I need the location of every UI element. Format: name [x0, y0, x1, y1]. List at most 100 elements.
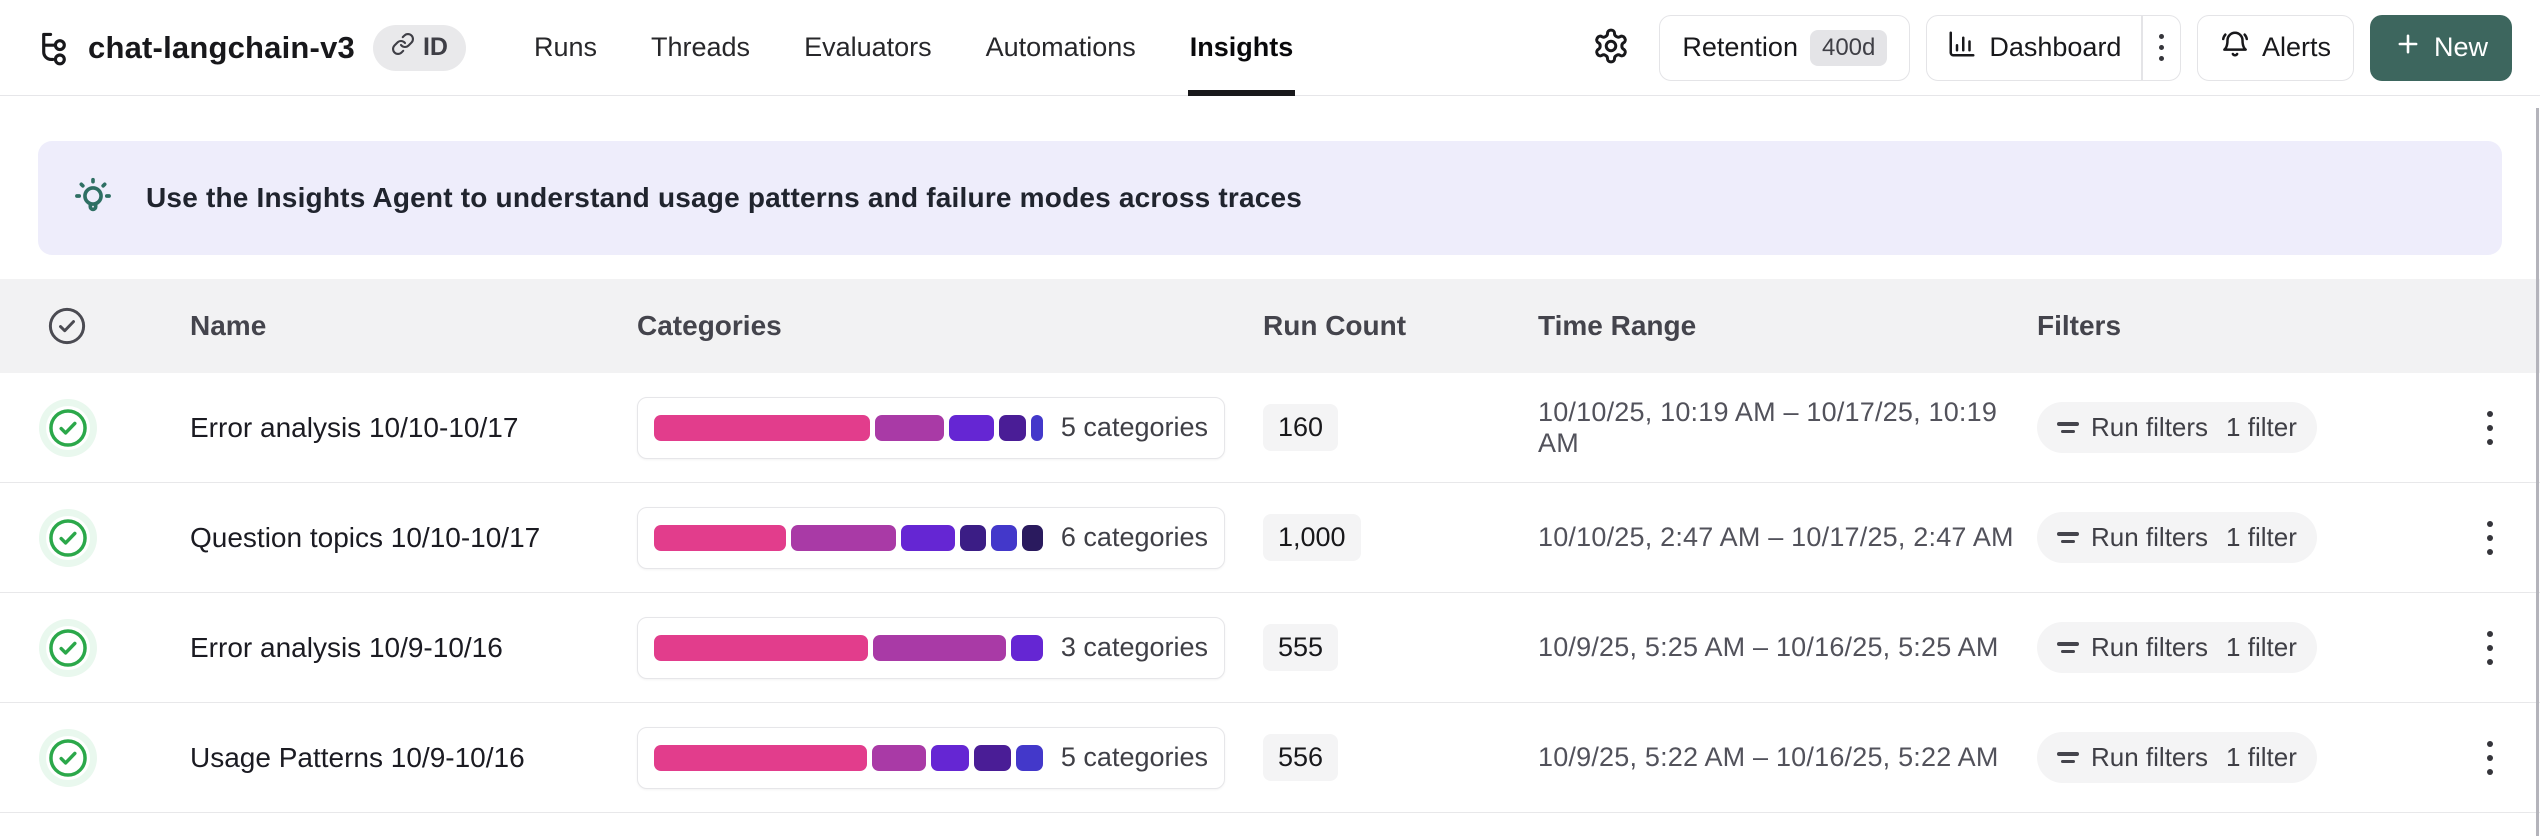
success-check-icon: [46, 735, 90, 780]
filter-icon: [2057, 642, 2079, 653]
filter-count-label: 1 filter: [2226, 632, 2297, 662]
categories-count-label: 5 categories: [1060, 412, 1208, 442]
insight-name: Error analysis 10/10-10/17: [190, 411, 519, 443]
table-row[interactable]: Error analysis 10/9-10/16 3 categories 5…: [0, 593, 2540, 703]
bell-icon: [2220, 29, 2250, 66]
categories-card: 5 categories: [637, 726, 1225, 789]
run-filters-label: Run filters: [2091, 742, 2209, 772]
dashboard-label: Dashboard: [1989, 32, 2122, 62]
category-bar: [654, 414, 1043, 441]
category-segment: [900, 524, 955, 551]
category-segment: [873, 634, 1006, 661]
dashboard-button[interactable]: Dashboard: [1927, 16, 2141, 80]
filter-icon: [2057, 532, 2079, 543]
insights-table: Name Categories Run Count Time Range Fil…: [0, 279, 2540, 813]
row-menu-button[interactable]: [2477, 401, 2503, 455]
run-filters-label: Run filters: [2091, 632, 2209, 662]
table-header-row: Name Categories Run Count Time Range Fil…: [0, 279, 2540, 373]
new-button[interactable]: New: [2369, 14, 2512, 81]
run-count-badge: 160: [1263, 404, 1339, 451]
tab-evaluators[interactable]: Evaluators: [804, 32, 932, 62]
filter-count-label: 1 filter: [2226, 742, 2297, 772]
column-header-filters: Filters: [2037, 310, 2122, 341]
run-filters-chip: Run filters 1 filter: [2037, 732, 2317, 783]
filter-icon: [2057, 422, 2079, 433]
alerts-label: Alerts: [2261, 32, 2331, 62]
kebab-icon: [2158, 34, 2164, 61]
tab-insights[interactable]: Insights: [1187, 0, 1295, 96]
category-segment: [654, 414, 870, 441]
copy-id-badge[interactable]: ID: [372, 24, 466, 71]
new-button-label: New: [2433, 32, 2488, 62]
table-row[interactable]: Error analysis 10/10-10/17 5 categories …: [0, 373, 2540, 483]
filter-icon: [2057, 752, 2079, 763]
lightbulb-icon: [70, 173, 116, 224]
filter-count-label: 1 filter: [2226, 412, 2297, 442]
project-tabs: Runs Threads Evaluators Automations Insights: [533, 0, 1295, 96]
category-segment: [959, 524, 987, 551]
categories-count-label: 6 categories: [1060, 522, 1208, 552]
row-menu-button[interactable]: [2477, 731, 2503, 785]
topbar: chat-langchain-v3 ID Runs Threads Evaluato…: [0, 0, 2540, 96]
button-divider: [2141, 15, 2143, 80]
time-range: 10/9/25, 5:22 AM – 10/16/25, 5:22 AM: [1538, 742, 1999, 772]
category-bar: [654, 634, 1043, 661]
link-icon: [391, 32, 415, 63]
plus-icon: [2394, 30, 2422, 65]
category-segment: [991, 524, 1017, 551]
settings-button[interactable]: [1587, 24, 1635, 72]
column-header-name: Name: [190, 310, 267, 341]
retention-button[interactable]: Retention 400d: [1659, 14, 1911, 81]
category-segment: [1021, 524, 1043, 551]
run-filters-label: Run filters: [2091, 412, 2209, 442]
insight-name: Question topics 10/10-10/17: [190, 521, 541, 553]
header-check-icon: [0, 305, 190, 347]
category-bar: [654, 524, 1043, 551]
gear-icon: [1592, 27, 1630, 68]
category-segment: [872, 744, 927, 771]
insights-agent-banner: Use the Insights Agent to understand usa…: [38, 141, 2502, 255]
tab-runs[interactable]: Runs: [533, 32, 597, 62]
category-bar: [654, 744, 1043, 771]
table-row[interactable]: Question topics 10/10-10/17 6 categories…: [0, 483, 2540, 593]
tab-automations[interactable]: Automations: [985, 32, 1136, 62]
page-title: chat-langchain-v3: [88, 29, 355, 65]
category-segment: [998, 414, 1026, 441]
time-range: 10/10/25, 10:19 AM – 10/17/25, 10:19 AM: [1538, 396, 1998, 458]
success-check-icon: [46, 625, 90, 670]
row-menu-button[interactable]: [2477, 511, 2503, 565]
time-range: 10/10/25, 2:47 AM – 10/17/25, 2:47 AM: [1538, 522, 2014, 552]
categories-card: 6 categories: [637, 506, 1225, 569]
alerts-button[interactable]: Alerts: [2196, 14, 2354, 81]
success-check-icon: [46, 405, 90, 450]
categories-card: 5 categories: [637, 396, 1225, 459]
run-count-badge: 1,000: [1263, 514, 1361, 561]
column-header-time-range: Time Range: [1538, 310, 1697, 341]
category-segment: [973, 744, 1011, 771]
category-segment: [874, 414, 945, 441]
categories-card: 3 categories: [637, 616, 1225, 679]
column-header-categories: Categories: [637, 310, 782, 341]
id-badge-label: ID: [422, 33, 448, 61]
category-segment: [654, 524, 786, 551]
categories-count-label: 5 categories: [1060, 742, 1208, 772]
run-filters-chip: Run filters 1 filter: [2037, 402, 2317, 453]
tab-threads[interactable]: Threads: [651, 32, 751, 62]
run-count-badge: 555: [1263, 624, 1339, 671]
dashboard-button-group: Dashboard: [1926, 14, 2181, 81]
category-segment: [949, 414, 994, 441]
run-count-badge: 556: [1263, 734, 1339, 781]
vertical-scrollbar[interactable]: [2536, 108, 2539, 836]
run-filters-label: Run filters: [2091, 522, 2209, 552]
category-segment: [790, 524, 896, 551]
dashboard-more-button[interactable]: [2143, 16, 2180, 80]
filter-count-label: 1 filter: [2226, 522, 2297, 552]
retention-value-badge: 400d: [1809, 29, 1888, 66]
run-filters-chip: Run filters 1 filter: [2037, 512, 2317, 563]
insight-name: Usage Patterns 10/9-10/16: [190, 741, 525, 773]
retention-label: Retention: [1682, 32, 1798, 62]
row-menu-button[interactable]: [2477, 621, 2503, 675]
category-segment: [654, 634, 869, 661]
table-row[interactable]: Usage Patterns 10/9-10/16 5 categories 5…: [0, 703, 2540, 813]
